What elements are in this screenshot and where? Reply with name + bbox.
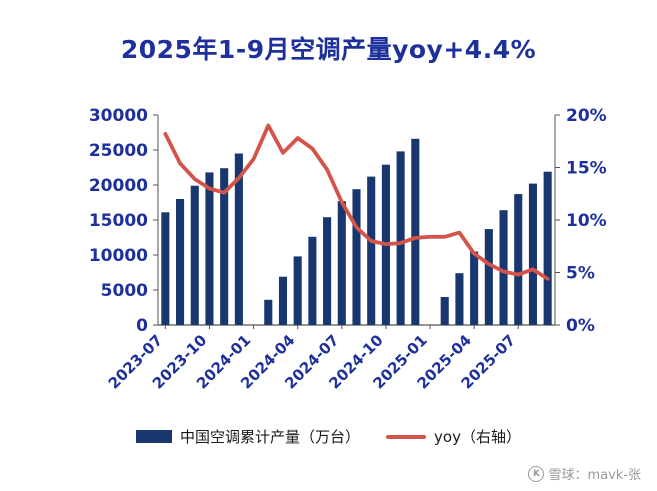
svg-text:5%: 5%: [566, 264, 595, 284]
svg-text:20%: 20%: [566, 106, 607, 126]
svg-text:15000: 15000: [89, 211, 148, 231]
svg-text:5000: 5000: [101, 281, 148, 301]
svg-text:25000: 25000: [89, 141, 148, 161]
xueqiu-logo-icon: K: [528, 465, 545, 482]
chart-container: 0 5000 10000 15000 20000 25000 30000 0% 5% 10% 15%…: [0, 85, 657, 429]
page-title: 2025年1-9月空调产量yoy+4.4%: [120, 35, 537, 64]
svg-text:0%: 0%: [566, 316, 595, 336]
chart-legend: 中国空调累计产量（万台） yoy（右轴）: [0, 426, 657, 447]
legend-line-label: yoy（右轴）: [434, 428, 521, 446]
svg-text:0: 0: [136, 316, 148, 336]
svg-text:10%: 10%: [566, 211, 607, 231]
production-yoy-chart: 0 5000 10000 15000 20000 25000 30000 0% 5% 10% 15%…: [89, 106, 607, 393]
svg-text:10000: 10000: [89, 246, 148, 266]
legend-bar-swatch: [136, 430, 173, 443]
svg-text:20000: 20000: [89, 176, 148, 196]
svg-text:15%: 15%: [566, 159, 607, 179]
legend-bar-label: 中国空调累计产量（万台）: [180, 428, 361, 446]
legend-line-swatch: [386, 434, 427, 439]
watermark: K 雪球：mavk-张: [528, 464, 641, 483]
watermark-text: 雪球：mavk-张: [548, 468, 641, 483]
svg-text:30000: 30000: [89, 106, 148, 126]
